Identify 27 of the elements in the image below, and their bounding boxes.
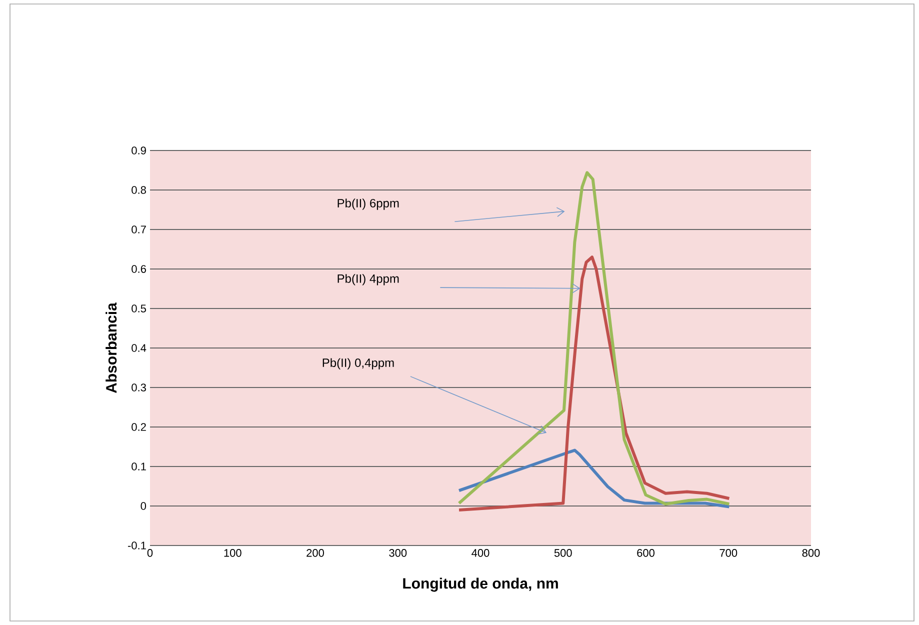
x-tick-label: 300 [389,549,407,557]
y-tick-label: 0.9 [132,146,146,154]
annotation: Pb(II) 0,4ppm [322,358,394,370]
y-tick-label: 0.1 [132,462,146,470]
line-series [458,256,731,512]
y-tick-label: 0.3 [132,384,146,392]
y-tick-label: 0.7 [132,226,146,234]
y-tick-label: 0.8 [132,186,146,194]
y-tick-label: 0.5 [132,304,146,312]
x-tick-label: 700 [720,549,738,557]
x-tick-label: 500 [554,549,572,557]
y-tick-label: 0.4 [132,344,146,352]
x-tick-label: 200 [306,549,324,557]
y-tick-label: -0.1 [128,542,146,550]
x-tick-label: 400 [472,549,490,557]
annotation: Pb(II) 4ppm [338,274,399,286]
annotation: Pb(II) 6ppm [338,198,399,210]
y-tick-label: 0.6 [132,265,146,273]
x-tick-label: 100 [224,549,242,557]
y-axis-title: Absorbancia [106,302,117,394]
y-tick-label: 0.2 [132,423,146,431]
x-axis-title: Longitud de onda, nm [403,578,558,592]
x-tick-label: 600 [637,549,654,557]
y-tick-label: 0 [140,502,146,510]
x-tick-label: 0 [147,549,153,557]
x-tick-label: 800 [802,549,820,557]
line-series [458,171,731,506]
